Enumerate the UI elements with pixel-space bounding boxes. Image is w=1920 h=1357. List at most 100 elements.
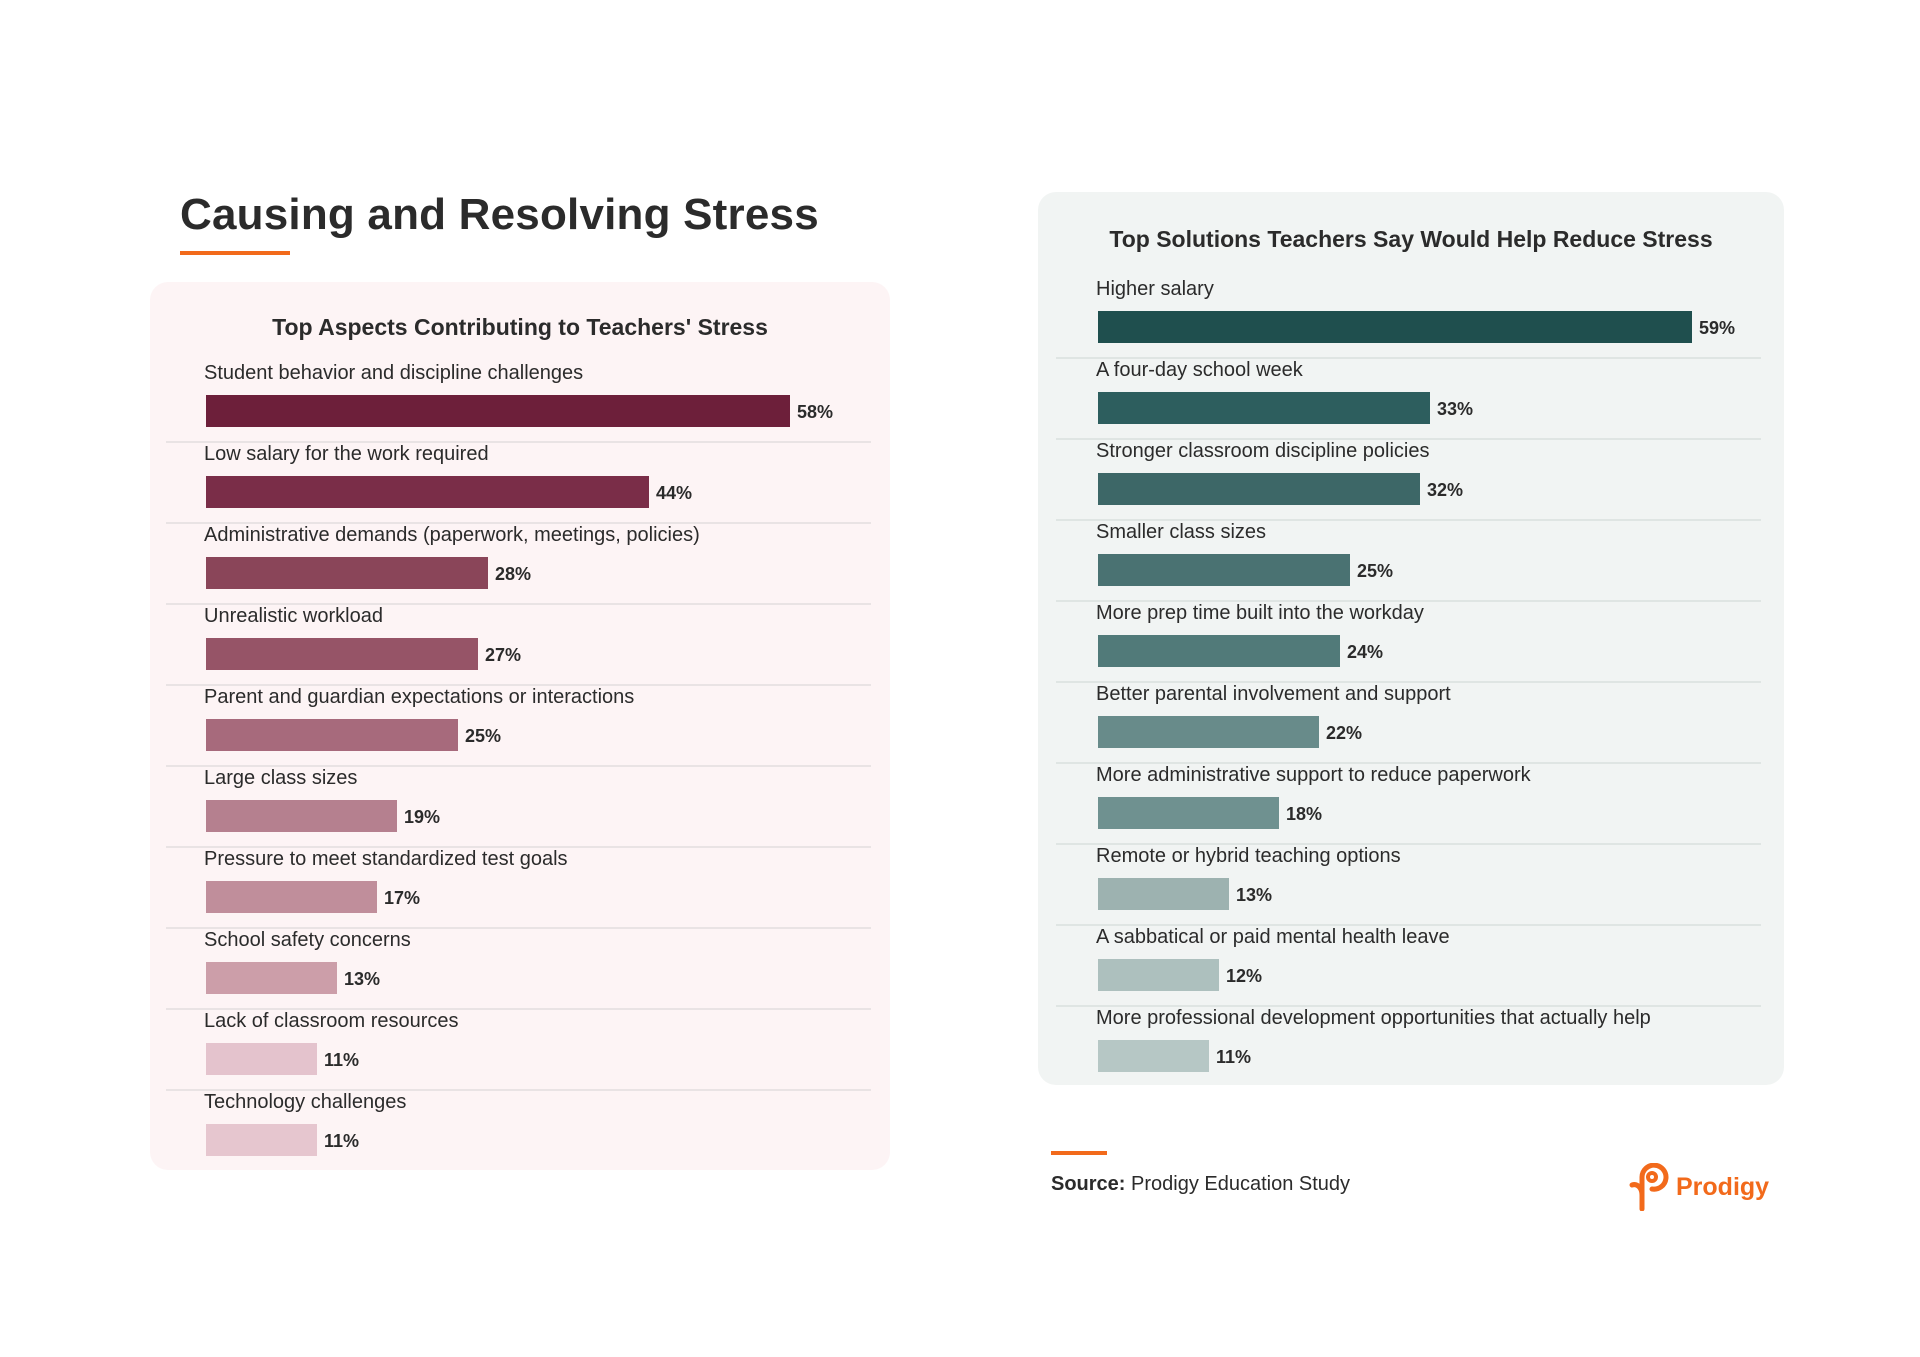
stress-causes-bar	[206, 476, 649, 508]
stress-causes-bar	[206, 1124, 317, 1156]
stress-solutions-row-divider	[1056, 600, 1761, 602]
stress-causes-category-label: Student behavior and discipline challeng…	[204, 362, 584, 384]
stress-causes-row-divider	[166, 1089, 871, 1091]
stress-solutions-bar-row: More administrative support to reduce pa…	[1038, 764, 1784, 845]
stress-causes-row-divider	[166, 765, 871, 767]
stress-causes-value-label: 27%	[485, 645, 522, 665]
stress-causes-row-divider	[166, 603, 871, 605]
stress-solutions-category-label: Remote or hybrid teaching options	[1096, 845, 1401, 867]
stress-solutions-chart-title: Top Solutions Teachers Say Would Help Re…	[1109, 226, 1713, 252]
stress-causes-bar	[206, 1043, 317, 1075]
stress-solutions-bar-list: Higher salary 59% A four-day school week 33…	[1038, 278, 1784, 1088]
stress-solutions-bar-row: More professional development opportunit…	[1038, 1007, 1784, 1088]
stress-solutions-bar	[1098, 635, 1340, 667]
stress-causes-category-label: Technology challenges	[204, 1091, 407, 1113]
stress-solutions-category-label: A four-day school week	[1096, 359, 1303, 381]
source-label: Source:	[1051, 1173, 1126, 1195]
stress-causes-row-divider	[166, 522, 871, 524]
stress-causes-row-divider	[166, 927, 871, 929]
stress-causes-row-divider	[166, 846, 871, 848]
stress-causes-value-label: 11%	[324, 1131, 360, 1151]
stress-causes-bar-row: Large class sizes 19%	[150, 767, 890, 848]
stress-solutions-row-divider	[1056, 681, 1761, 683]
stress-causes-category-label: Pressure to meet standardized test goals	[204, 848, 568, 870]
stress-causes-value-label: 13%	[344, 969, 381, 989]
stress-solutions-value-label: 33%	[1437, 399, 1474, 419]
stress-causes-chart-title: Top Aspects Contributing to Teachers' St…	[272, 314, 768, 340]
stress-causes-value-label: 28%	[495, 564, 532, 584]
stress-causes-bar	[206, 962, 337, 994]
stress-solutions-bar-row: Smaller class sizes 25%	[1038, 521, 1784, 602]
stress-solutions-value-label: 32%	[1427, 480, 1464, 500]
stress-causes-bar	[206, 719, 458, 751]
stress-solutions-row-divider	[1056, 438, 1761, 440]
stress-solutions-bar	[1098, 797, 1279, 829]
stress-solutions-row-divider	[1056, 519, 1761, 521]
stress-solutions-row-divider	[1056, 1005, 1761, 1007]
stress-solutions-bar-row: A four-day school week 33%	[1038, 359, 1784, 440]
stress-solutions-value-label: 12%	[1226, 966, 1263, 986]
stress-causes-category-label: School safety concerns	[204, 929, 411, 951]
stress-causes-bar-row: Student behavior and discipline challeng…	[150, 362, 890, 443]
prodigy-logo: Prodigy	[1628, 1163, 1769, 1211]
stress-causes-value-label: 25%	[465, 726, 502, 746]
stress-solutions-bar-row: Higher salary 59%	[1038, 278, 1784, 359]
logo-wordmark: Prodigy	[1676, 1172, 1770, 1201]
stress-solutions-bar-row: Remote or hybrid teaching options 13%	[1038, 845, 1784, 926]
stress-causes-bar-row: Lack of classroom resources 11%	[150, 1010, 890, 1091]
source-underline	[1051, 1151, 1107, 1155]
stress-solutions-bar	[1098, 311, 1692, 343]
stress-causes-category-label: Lack of classroom resources	[204, 1010, 459, 1032]
stress-causes-category-label: Large class sizes	[204, 767, 358, 789]
stress-causes-row-divider	[166, 1008, 871, 1010]
stress-solutions-category-label: Smaller class sizes	[1096, 521, 1267, 543]
stress-solutions-value-label: 22%	[1326, 723, 1363, 743]
stress-causes-value-label: 17%	[384, 888, 421, 908]
stress-solutions-bar	[1098, 392, 1430, 424]
stress-causes-bar-row: Parent and guardian expectations or inte…	[150, 686, 890, 767]
stress-solutions-bar	[1098, 554, 1350, 586]
stress-causes-value-label: 19%	[404, 807, 441, 827]
stress-solutions-bar-row: A sabbatical or paid mental health leave…	[1038, 926, 1784, 1007]
stress-solutions-row-divider	[1056, 924, 1761, 926]
source-note: Source: Prodigy Education Study	[1051, 1173, 1350, 1196]
stress-causes-bar-list: Student behavior and discipline challeng…	[150, 362, 890, 1172]
stress-causes-row-divider	[166, 441, 871, 443]
stress-solutions-value-label: 24%	[1347, 642, 1384, 662]
stress-causes-bar-row: Unrealistic workload 27%	[150, 605, 890, 686]
stress-causes-bar	[206, 557, 488, 589]
stress-solutions-bar	[1098, 1040, 1209, 1072]
stress-solutions-bar-row: More prep time built into the workday 24%	[1038, 602, 1784, 683]
stress-solutions-row-divider	[1056, 762, 1761, 764]
page-title: Causing and Resolving Stress	[180, 190, 819, 239]
stress-solutions-row-divider	[1056, 357, 1761, 359]
stress-causes-bar-row: Pressure to meet standardized test goals…	[150, 848, 890, 929]
stress-solutions-category-label: A sabbatical or paid mental health leave	[1096, 926, 1450, 948]
stress-causes-bar-row: Low salary for the work required 44%	[150, 443, 890, 524]
stress-causes-bar	[206, 638, 478, 670]
stress-solutions-value-label: 11%	[1216, 1047, 1252, 1067]
stress-solutions-category-label: More professional development opportunit…	[1096, 1007, 1651, 1029]
stress-solutions-value-label: 13%	[1236, 885, 1273, 905]
stress-causes-bar	[206, 800, 397, 832]
stress-solutions-panel: Top Solutions Teachers Say Would Help Re…	[1038, 192, 1784, 1085]
stress-solutions-category-label: More prep time built into the workday	[1096, 602, 1424, 624]
stress-causes-bar-row: Administrative demands (paperwork, meeti…	[150, 524, 890, 605]
stress-causes-category-label: Unrealistic workload	[204, 605, 383, 627]
stress-solutions-category-label: Better parental involvement and support	[1096, 683, 1451, 705]
stress-solutions-value-label: 25%	[1357, 561, 1394, 581]
stress-causes-row-divider	[166, 684, 871, 686]
stress-solutions-category-label: Stronger classroom discipline policies	[1096, 440, 1430, 462]
stress-causes-value-label: 11%	[324, 1050, 360, 1070]
stress-causes-value-label: 44%	[656, 483, 693, 503]
stress-causes-bar	[206, 881, 377, 913]
stress-causes-bar-row: School safety concerns 13%	[150, 929, 890, 1010]
stress-solutions-category-label: More administrative support to reduce pa…	[1096, 764, 1531, 786]
stress-solutions-value-label: 59%	[1699, 318, 1736, 338]
stress-causes-value-label: 58%	[797, 402, 834, 422]
prodigy-logo-icon	[1629, 1163, 1669, 1211]
stress-solutions-bar-row: Stronger classroom discipline policies 32…	[1038, 440, 1784, 521]
stress-solutions-bar	[1098, 878, 1229, 910]
stress-solutions-bar	[1098, 473, 1420, 505]
stress-solutions-bar	[1098, 959, 1219, 991]
